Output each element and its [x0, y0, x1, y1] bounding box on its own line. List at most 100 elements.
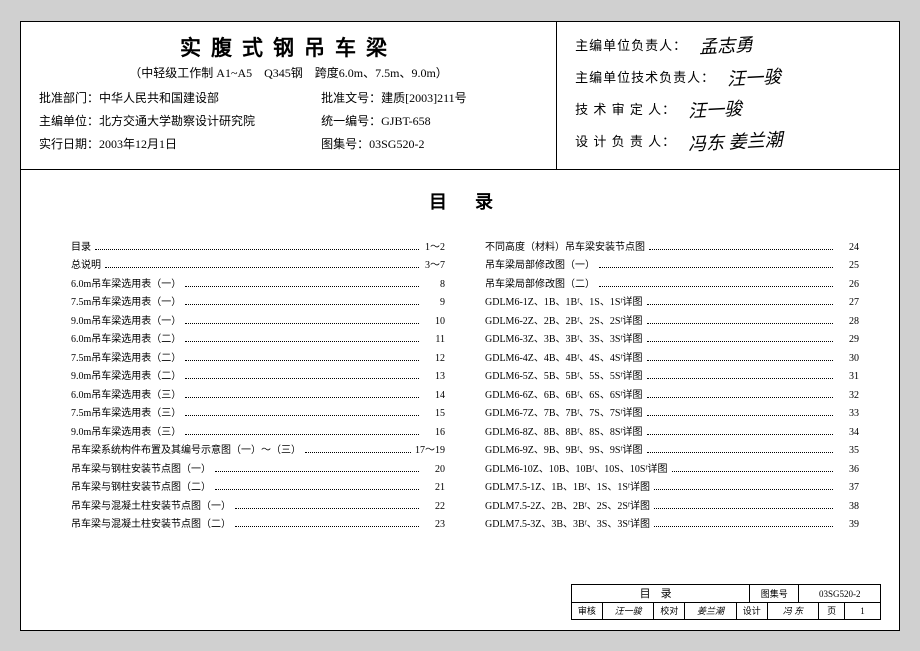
toc-entry: GDLM6-7Z、7B、7Bᶠ、7S、7Sᶠ详图33 [485, 404, 859, 419]
toc-entry: GDLM7.5-2Z、2B、2Bᶠ、2S、2Sᶠ详图38 [485, 497, 859, 512]
content: 目录 目录1～2总说明3～76.0m吊车梁选用表（一）87.5m吊车梁选用表（一… [21, 170, 899, 534]
document-page: 实腹式钢吊车梁 （中轻级工作制 A1~A5 Q345钢 跨度6.0m、7.5m、… [20, 21, 900, 631]
toc-label: GDLM7.5-1Z、1B、1Bᶠ、1S、1Sᶠ详图 [485, 478, 650, 493]
toc-dots [185, 360, 419, 361]
toc-page: 15 [423, 408, 445, 419]
toc-column-left: 目录1～2总说明3～76.0m吊车梁选用表（一）87.5m吊车梁选用表（一）99… [71, 238, 445, 534]
toc-page: 14 [423, 390, 445, 401]
sig3-label: 技 术 审 定 人： [575, 99, 676, 118]
toc-label: GDLM6-5Z、5B、5Bᶠ、5S、5Sᶠ详图 [485, 367, 643, 382]
toc-dots [215, 471, 419, 472]
toc-page: 11 [423, 334, 445, 345]
toc-dots [647, 397, 833, 398]
info-row-2: 主编单位：北方交通大学勘察设计研究院 统一编号：GJBT-658 [39, 112, 538, 129]
toc-entry: 9.0m吊车梁选用表（一）10 [71, 312, 445, 327]
toc-page: 30 [837, 353, 859, 364]
toc-label: GDLM6-7Z、7B、7Bᶠ、7S、7Sᶠ详图 [485, 404, 643, 419]
toc-label: GDLM6-6Z、6B、6Bᶠ、6S、6Sᶠ详图 [485, 386, 643, 401]
toc-label: GDLM6-1Z、1B、1Bᶠ、1S、1Sᶠ详图 [485, 293, 643, 308]
toc-entry: 7.5m吊车梁选用表（二） 12 [71, 349, 445, 364]
editor-label: 主编单位： [39, 114, 99, 128]
footer-page-label: 页 [819, 603, 845, 619]
toc-label: GDLM7.5-2Z、2B、2Bᶠ、2S、2Sᶠ详图 [485, 497, 650, 512]
toc-dots [647, 323, 833, 324]
toc-dots [654, 526, 833, 527]
toc-page: 3～7 [423, 256, 445, 271]
toc-page: 29 [837, 334, 859, 345]
toc-page: 28 [837, 316, 859, 327]
approve-doc-label: 批准文号： [321, 91, 381, 105]
toc-label: 7.5m吊车梁选用表（二） [71, 349, 181, 364]
header: 实腹式钢吊车梁 （中轻级工作制 A1~A5 Q345钢 跨度6.0m、7.5m、… [21, 22, 899, 170]
toc-page: 23 [423, 519, 445, 530]
toc-dots [654, 489, 833, 490]
approve-dept-label: 批准部门： [39, 91, 99, 105]
toc-dots [647, 434, 833, 435]
toc-page: 12 [423, 353, 445, 364]
toc-label: GDLM7.5-3Z、3B、3Bᶠ、3S、3Sᶠ详图 [485, 515, 650, 530]
toc-dots [647, 415, 833, 416]
toc-entry: 吊车梁与钢柱安装节点图（一）20 [71, 460, 445, 475]
toc-entry: 吊车梁与混凝土柱安装节点图（一）22 [71, 497, 445, 512]
toc-label: 6.0m吊车梁选用表（二） [71, 330, 181, 345]
toc-label: 不同高度（材料）吊车梁安装节点图 [485, 238, 645, 253]
signature-row: 技 术 审 定 人：汪一骏 [575, 96, 887, 122]
sig1-label: 主编单位负责人： [575, 35, 687, 54]
toc-page: 9 [423, 297, 445, 308]
toc-entry: GDLM6-4Z、4B、4Bᶠ、4S、4Sᶠ详图30 [485, 349, 859, 364]
doc-subtitle: （中轻级工作制 A1~A5 Q345钢 跨度6.0m、7.5m、9.0m） [39, 64, 538, 81]
toc-label: 吊车梁与混凝土柱安装节点图（一） [71, 497, 231, 512]
toc-page: 8 [423, 279, 445, 290]
footer-proof-val: 姜兰潮 [685, 603, 737, 619]
toc-entry: 吊车梁局部修改图（二）26 [485, 275, 859, 290]
toc-label: 9.0m吊车梁选用表（三） [71, 423, 181, 438]
toc-entry: GDLM7.5-3Z、3B、3Bᶠ、3S、3Sᶠ详图39 [485, 515, 859, 530]
toc-page: 20 [423, 464, 445, 475]
signature-row: 主编单位负责人：孟志勇 [575, 32, 887, 58]
toc-title: 目录 [91, 188, 859, 214]
toc-entry: GDLM6-5Z、5B、5Bᶠ、5S、5Sᶠ详图 31 [485, 367, 859, 382]
toc-columns: 目录1～2总说明3～76.0m吊车梁选用表（一）87.5m吊车梁选用表（一）99… [71, 238, 859, 534]
toc-entry: GDLM7.5-1Z、1B、1Bᶠ、1S、1Sᶠ详图 37 [485, 478, 859, 493]
toc-label: 吊车梁与钢柱安装节点图（二） [71, 478, 211, 493]
toc-page: 26 [837, 279, 859, 290]
approve-doc: 建质[2003]211号 [381, 91, 467, 105]
toc-page: 13 [423, 371, 445, 382]
toc-page: 34 [837, 427, 859, 438]
toc-page: 37 [837, 482, 859, 493]
toc-label: 9.0m吊车梁选用表（二） [71, 367, 181, 382]
toc-dots [185, 378, 419, 379]
sig2-label: 主编单位技术负责人： [575, 67, 715, 86]
toc-dots [215, 489, 419, 490]
unified-code: GJBT-658 [381, 114, 431, 128]
toc-column-right: 不同高度（材料）吊车梁安装节点图24吊车梁局部修改图（一）25吊车梁局部修改图（… [485, 238, 859, 534]
sig2-val: 汪一骏 [726, 62, 781, 91]
header-right: 主编单位负责人：孟志勇 主编单位技术负责人：汪一骏 技 术 审 定 人：汪一骏 … [557, 22, 899, 169]
toc-entry: 吊车梁局部修改图（一）25 [485, 256, 859, 271]
toc-page: 21 [423, 482, 445, 493]
toc-dots [305, 452, 411, 453]
toc-label: 6.0m吊车梁选用表（一） [71, 275, 181, 290]
footer-check-val: 汪一骏 [603, 603, 655, 619]
toc-page: 16 [423, 427, 445, 438]
toc-dots [185, 323, 419, 324]
toc-label: 7.5m吊车梁选用表（三） [71, 404, 181, 419]
toc-entry: GDLM6-10Z、10B、10Bᶠ、10S、10Sᶠ详图36 [485, 460, 859, 475]
footer-bottom: 审核 汪一骏 校对 姜兰潮 设计 冯 东 页 1 [572, 603, 880, 619]
toc-page: 17～19 [415, 441, 445, 456]
toc-dots [185, 397, 419, 398]
toc-page: 36 [837, 464, 859, 475]
toc-page: 35 [837, 445, 859, 456]
toc-page: 31 [837, 371, 859, 382]
toc-dots [105, 267, 419, 268]
footer-top: 目录 图集号 03SG520-2 [572, 585, 880, 603]
signature-row: 主编单位技术负责人： 汪一骏 [575, 64, 887, 90]
toc-dots [185, 434, 419, 435]
sig4-val: 冯东 姜兰潮 [687, 125, 783, 156]
approve-dept: 中华人民共和国建设部 [99, 91, 219, 105]
toc-label: 7.5m吊车梁选用表（一） [71, 293, 181, 308]
toc-entry: 吊车梁与钢柱安装节点图（二） 21 [71, 478, 445, 493]
unified-code-label: 统一编号： [321, 114, 381, 128]
toc-entry: 6.0m吊车梁选用表（三）14 [71, 386, 445, 401]
toc-label: 吊车梁系统构件布置及其编号示意图（一）～（三） [71, 441, 301, 456]
